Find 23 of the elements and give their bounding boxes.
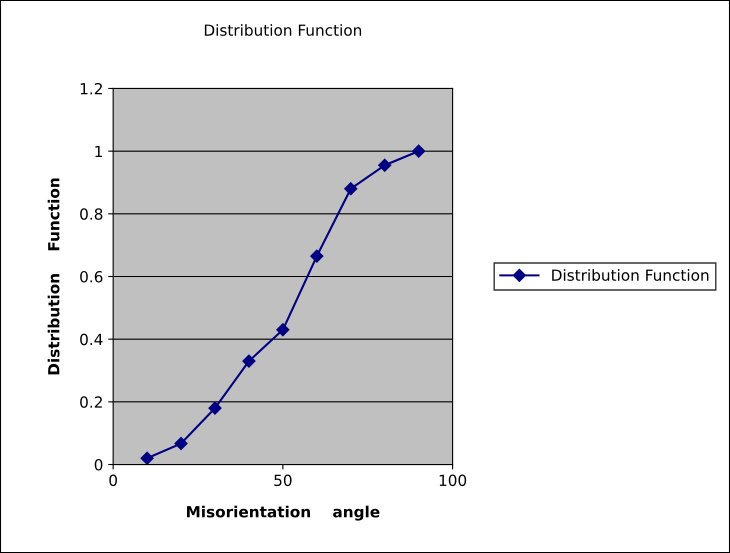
point: [344, 182, 358, 196]
x-tick-label: 50: [274, 474, 292, 486]
x-tick-label: 0: [109, 474, 117, 486]
point: [242, 354, 256, 368]
x-axis-title: Misorientation angle: [187, 506, 380, 521]
point: [140, 452, 154, 465]
legend-label: Distribution Function: [552, 269, 708, 281]
chart-title: Distribution Function: [204, 24, 362, 36]
point: [174, 436, 188, 450]
y-tick-label: 0.4: [80, 334, 103, 346]
y-tick-label: 1.2: [80, 82, 102, 94]
x-tick-label: 100: [440, 474, 466, 486]
y-tick-label: 0.8: [80, 208, 102, 220]
y-axis-title: Distribution Function: [48, 178, 60, 374]
point: [378, 158, 392, 172]
point: [276, 323, 290, 336]
y-tick-label: 0.2: [80, 396, 102, 408]
point: [208, 402, 222, 415]
y-tick-label: 1: [95, 146, 102, 157]
y-tick-label: 0.6: [80, 270, 102, 283]
point: [310, 250, 324, 263]
y-tick-label: 0: [94, 458, 102, 471]
point: [412, 144, 426, 158]
